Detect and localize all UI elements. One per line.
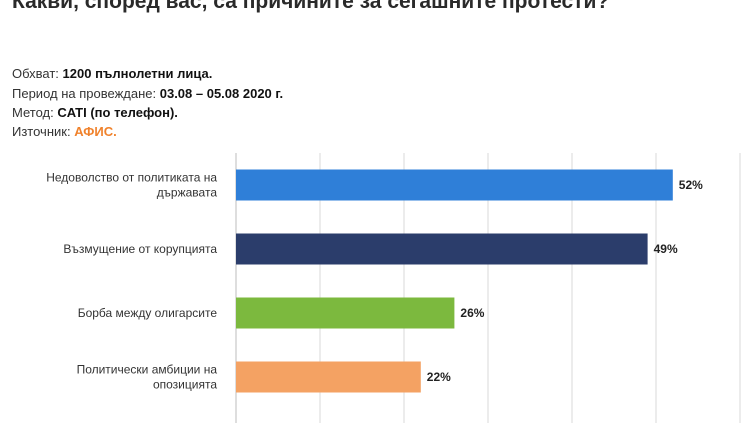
meta-source-value: АФИС. — [74, 124, 117, 139]
meta-source: Източник: АФИС. — [12, 124, 117, 139]
meta-sample: Обхват: 1200 пълнолетни лица. — [12, 66, 212, 81]
bar — [236, 233, 648, 265]
category-label: Възмущение от корупцията — [63, 242, 217, 256]
meta-period-label: Период на провеждане: — [12, 86, 157, 101]
chart-title: Какви, според вас, са причините за сегаш… — [12, 0, 610, 13]
meta-method: Метод: CATI (по телефон). — [12, 105, 178, 120]
category-label: Недоволство от политиката на държавата — [46, 171, 217, 200]
meta-sample-value: 1200 пълнолетни лица. — [62, 66, 213, 81]
bar — [236, 169, 673, 201]
meta-period-value: 03.08 – 05.08 2020 г. — [159, 86, 284, 101]
data-label: 49% — [654, 242, 678, 256]
category-label: Борба между олигарсите — [78, 306, 218, 320]
data-label: 22% — [427, 370, 451, 384]
meta-method-value: CATI (по телефон). — [57, 105, 178, 120]
meta-source-label: Източник: — [12, 124, 71, 139]
meta-period: Период на провеждане: 03.08 – 05.08 2020… — [12, 86, 283, 101]
data-label: 26% — [460, 306, 484, 320]
meta-method-label: Метод: — [12, 105, 54, 120]
bar — [236, 361, 421, 393]
category-label: Политически амбиции на опозицията — [77, 363, 218, 392]
meta-sample-label: Обхват: — [12, 66, 59, 81]
data-label: 52% — [679, 178, 703, 192]
bar — [236, 297, 455, 329]
